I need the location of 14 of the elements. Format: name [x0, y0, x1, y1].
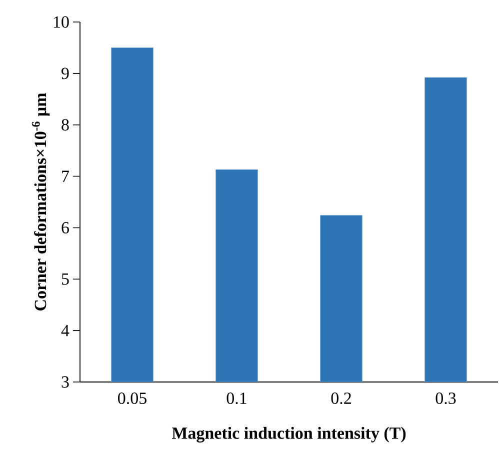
y-tick-label: 6: [62, 222, 69, 234]
x-tick-label: 0.2: [331, 392, 351, 404]
y-tick-label: 5: [62, 274, 69, 285]
y-tick-label: 7: [62, 170, 69, 182]
y-axis-title: Corner deformations×10$^{-6}$ μm: [32, 92, 50, 310]
y-tick-label: 4: [61, 324, 70, 336]
x-axis-title: Magnetic induction intensity (T): [172, 426, 406, 442]
x-tick-label: 0.3: [436, 392, 456, 404]
y-tick-label: 10: [54, 16, 69, 28]
y-tick-label: 8: [62, 119, 69, 131]
x-tick-label: 0.1: [226, 392, 246, 404]
y-tick-label: 9: [62, 68, 69, 80]
x-tick-label: 0.05: [118, 392, 146, 404]
y-tick-label: 3: [62, 376, 69, 388]
